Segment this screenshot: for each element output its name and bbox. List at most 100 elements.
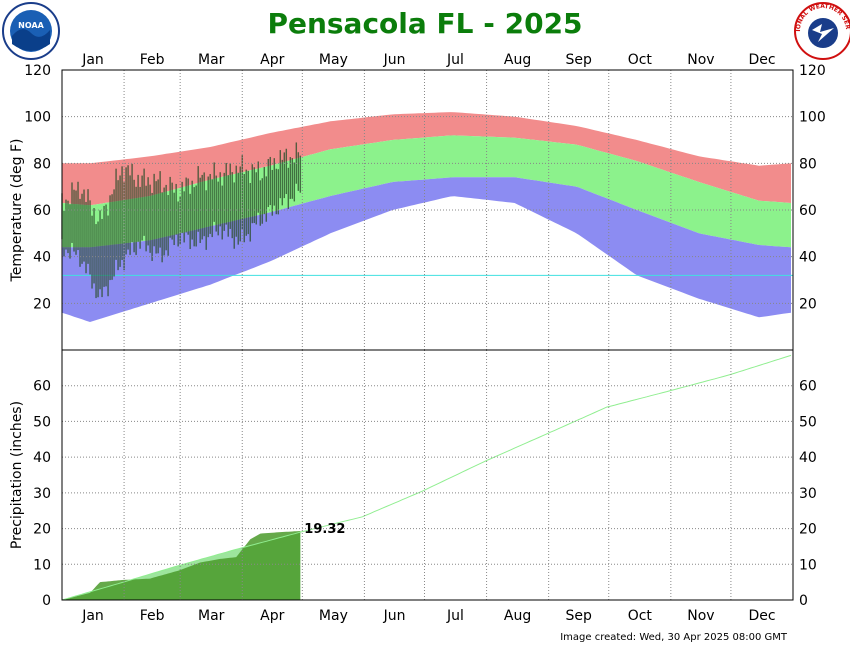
observed-temp-bar (181, 181, 183, 234)
observed-temp-bar (227, 175, 229, 237)
observed-temp-bar (289, 157, 292, 199)
observed-temp-bar (249, 182, 251, 242)
observed-temp-bar (159, 171, 161, 248)
observed-temp-bar (135, 186, 137, 255)
observed-temp-bar (147, 177, 149, 246)
month-label: Dec (748, 52, 775, 68)
observed-temp-bar (71, 182, 73, 243)
temp-ytick-left: 80 (33, 156, 51, 172)
observed-temp-bar (251, 164, 253, 224)
observed-temp-bar (161, 192, 163, 263)
observed-temp-bar (259, 180, 261, 226)
precipitation-axis-label: Precipitation (inches) (9, 401, 25, 549)
month-label: Dec (748, 608, 775, 624)
observed-temp-bar (281, 159, 283, 206)
observed-temp-bar (97, 221, 99, 298)
observed-temp-bar (257, 161, 259, 213)
observed-temp-bar (153, 173, 155, 247)
observed-temp-bar (189, 193, 191, 250)
temp-ytick-right: 60 (799, 203, 817, 219)
observed-temp-bar (283, 152, 285, 199)
precip-ytick-right: 30 (799, 486, 817, 502)
month-label: Sep (566, 52, 593, 68)
noaa-logo-text: NOAA (18, 21, 44, 30)
observed-temp-bar (171, 182, 173, 240)
month-label: Jun (383, 608, 406, 624)
month-label: Sep (566, 608, 593, 624)
month-label: Jan (81, 52, 104, 68)
observed-temp-bar (137, 174, 139, 242)
observed-temp-bar (167, 195, 169, 256)
month-label: Nov (687, 52, 714, 68)
month-label: Nov (687, 608, 714, 624)
observed-temp-bar (187, 178, 189, 235)
observed-temp-bar (205, 190, 207, 250)
temp-ytick-left: 60 (33, 203, 51, 219)
temp-ytick-right: 40 (799, 250, 817, 266)
precip-ytick-left: 10 (33, 557, 51, 573)
observed-temp-bar (93, 208, 95, 284)
observed-temp-bar (145, 185, 147, 252)
observed-temp-bar (253, 167, 255, 223)
observed-temp-bar (113, 189, 115, 277)
month-label: Apr (260, 608, 284, 624)
observed-temp-bar (95, 224, 97, 299)
observed-temp-bar (185, 177, 187, 233)
observed-temp-bar (193, 187, 195, 247)
observed-temp-bar (285, 148, 288, 195)
observed-temp-bar (265, 176, 267, 222)
observed-temp-bar (299, 155, 302, 193)
record-low-band (62, 177, 791, 322)
month-label: Jun (383, 52, 406, 68)
chart-title: Pensacola FL - 2025 (267, 7, 582, 40)
precip-ytick-right: 0 (799, 593, 808, 609)
observed-temp-bar (247, 170, 249, 235)
precip-ytick-right: 40 (799, 450, 817, 466)
observed-temp-bar (81, 193, 83, 264)
observed-temp-bar (213, 162, 215, 222)
precip-ytick-right: 20 (799, 522, 817, 538)
observed-temp-bar (139, 186, 141, 249)
observed-temp-bar (203, 172, 205, 237)
noaa-logo: NOAA (2, 2, 60, 60)
month-label: Mar (198, 52, 225, 68)
observed-temp-bar (173, 192, 175, 246)
precip-ytick-right: 60 (799, 379, 817, 395)
month-label: Jul (446, 52, 464, 68)
observed-temp-bar (211, 179, 213, 238)
precip-ytick-left: 30 (33, 486, 51, 502)
observed-temp-bar (245, 169, 247, 236)
month-label: May (319, 608, 348, 624)
temperature-panel: 20 20 40 40 60 60 80 80 100 100 120 120 Temperature… (9, 63, 826, 351)
precip-ytick-left: 20 (33, 522, 51, 538)
observed-temp-bar (155, 181, 157, 254)
precip-ytick-left: 0 (42, 593, 51, 609)
observed-temp-bar (219, 172, 221, 227)
observed-temp-bar (235, 165, 237, 237)
precip-total-annotation: 19.32 (304, 522, 345, 537)
temp-ytick-right: 120 (799, 63, 826, 79)
month-label: May (319, 52, 348, 68)
observed-temp-bar (233, 182, 235, 249)
observed-temp-bar (141, 175, 143, 241)
precip-ytick-left: 60 (33, 379, 51, 395)
month-label: Oct (628, 52, 653, 68)
observed-temp-bar (99, 210, 101, 290)
temp-ytick-right: 20 (799, 296, 817, 312)
observed-temp-bar (243, 174, 245, 243)
observed-temp-bar (241, 155, 243, 230)
observed-temp-bar (287, 167, 290, 209)
observed-temp-bar (169, 176, 171, 238)
observed-temp-bar (237, 172, 239, 245)
observed-temp-bar (163, 187, 165, 256)
temperature-axis-label: Temperature (deg F) (9, 139, 25, 283)
precip-normal-line (61, 354, 792, 601)
observed-temp-bar (75, 190, 77, 255)
observed-temp-bar (77, 181, 79, 251)
observed-temp-bar (117, 180, 119, 271)
observed-temp-bar (125, 167, 127, 255)
observed-temp-bar (263, 167, 265, 215)
observed-temp-bar (273, 158, 275, 206)
observed-temp-bar (115, 168, 117, 260)
